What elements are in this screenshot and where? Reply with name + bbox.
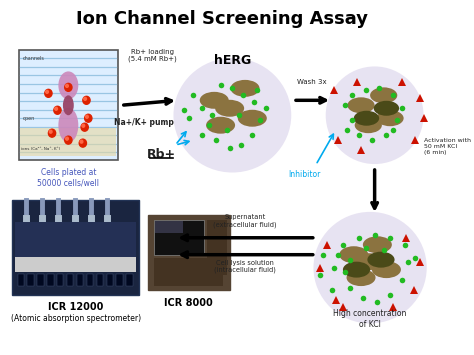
Circle shape [65, 136, 72, 144]
FancyBboxPatch shape [12, 200, 139, 295]
Circle shape [45, 89, 52, 97]
Ellipse shape [173, 58, 291, 173]
FancyBboxPatch shape [97, 274, 103, 285]
FancyBboxPatch shape [18, 274, 24, 285]
Ellipse shape [363, 236, 392, 253]
Ellipse shape [346, 269, 375, 286]
Text: Cell lysis solution
(intracellular fluid): Cell lysis solution (intracellular fluid… [214, 260, 276, 273]
Ellipse shape [374, 101, 399, 116]
Circle shape [49, 130, 52, 133]
Text: Inhibitor: Inhibitor [289, 170, 321, 179]
Circle shape [48, 129, 55, 137]
FancyBboxPatch shape [47, 274, 54, 285]
FancyBboxPatch shape [67, 274, 73, 285]
Circle shape [65, 137, 68, 140]
Circle shape [65, 83, 72, 91]
FancyBboxPatch shape [87, 274, 93, 285]
Text: open: open [23, 116, 35, 121]
FancyBboxPatch shape [37, 274, 44, 285]
Ellipse shape [343, 262, 370, 278]
Text: hERG: hERG [214, 54, 251, 67]
FancyBboxPatch shape [15, 257, 137, 272]
Ellipse shape [354, 111, 379, 126]
Circle shape [79, 139, 86, 147]
Text: Cells plated at
50000 cells/well: Cells plated at 50000 cells/well [37, 168, 100, 187]
Ellipse shape [367, 252, 394, 268]
Circle shape [46, 90, 48, 93]
Circle shape [83, 96, 90, 104]
Text: Na+/K+ pump: Na+/K+ pump [114, 118, 173, 127]
Circle shape [80, 140, 83, 143]
Ellipse shape [354, 253, 383, 270]
Ellipse shape [230, 80, 260, 97]
Ellipse shape [376, 110, 404, 126]
FancyBboxPatch shape [20, 128, 117, 156]
FancyBboxPatch shape [18, 50, 118, 160]
FancyBboxPatch shape [155, 258, 223, 285]
FancyBboxPatch shape [127, 274, 133, 285]
Ellipse shape [206, 117, 235, 134]
FancyBboxPatch shape [27, 274, 34, 285]
Ellipse shape [63, 95, 74, 115]
FancyBboxPatch shape [15, 272, 137, 290]
Ellipse shape [58, 108, 78, 143]
Ellipse shape [215, 100, 244, 117]
Text: Supernatant
(extracellular fluid): Supernatant (extracellular fluid) [213, 214, 277, 228]
Ellipse shape [200, 92, 229, 109]
Text: Activation with
50 mM KCl
(6 min): Activation with 50 mM KCl (6 min) [425, 138, 472, 155]
Text: Ion Channel Screening Assay: Ion Channel Screening Assay [76, 10, 368, 28]
Circle shape [55, 107, 57, 110]
FancyBboxPatch shape [207, 220, 227, 275]
FancyBboxPatch shape [148, 215, 229, 290]
FancyBboxPatch shape [77, 274, 83, 285]
Text: ICR 8000: ICR 8000 [164, 297, 213, 307]
Circle shape [85, 114, 92, 122]
Text: ions (Ca²⁺, Na⁺, K⁺): ions (Ca²⁺, Na⁺, K⁺) [21, 147, 61, 151]
Circle shape [84, 97, 86, 100]
Text: High concentration
of KCl: High concentration of KCl [333, 310, 407, 329]
Ellipse shape [372, 261, 401, 278]
Text: (Atomic absorption spectrometer): (Atomic absorption spectrometer) [10, 315, 141, 323]
Circle shape [65, 84, 68, 87]
FancyBboxPatch shape [155, 221, 182, 233]
Ellipse shape [370, 87, 397, 103]
Text: channels: channels [23, 56, 45, 61]
Ellipse shape [313, 212, 427, 323]
FancyBboxPatch shape [117, 274, 123, 285]
Ellipse shape [347, 97, 374, 113]
Ellipse shape [326, 66, 424, 164]
Text: Rb+ loading
(5.4 mM Rb+): Rb+ loading (5.4 mM Rb+) [128, 49, 177, 62]
Ellipse shape [238, 110, 267, 127]
Ellipse shape [58, 71, 78, 99]
FancyBboxPatch shape [15, 222, 137, 257]
FancyBboxPatch shape [155, 220, 204, 255]
FancyBboxPatch shape [107, 274, 113, 285]
Circle shape [54, 106, 61, 114]
Circle shape [82, 124, 85, 127]
Ellipse shape [339, 246, 368, 263]
Text: ICR 12000: ICR 12000 [48, 301, 103, 312]
Circle shape [81, 123, 88, 131]
Circle shape [86, 115, 88, 118]
Text: Wash 3x: Wash 3x [297, 80, 327, 85]
Ellipse shape [355, 117, 382, 133]
Text: Rb+: Rb+ [147, 148, 176, 161]
FancyBboxPatch shape [57, 274, 64, 285]
